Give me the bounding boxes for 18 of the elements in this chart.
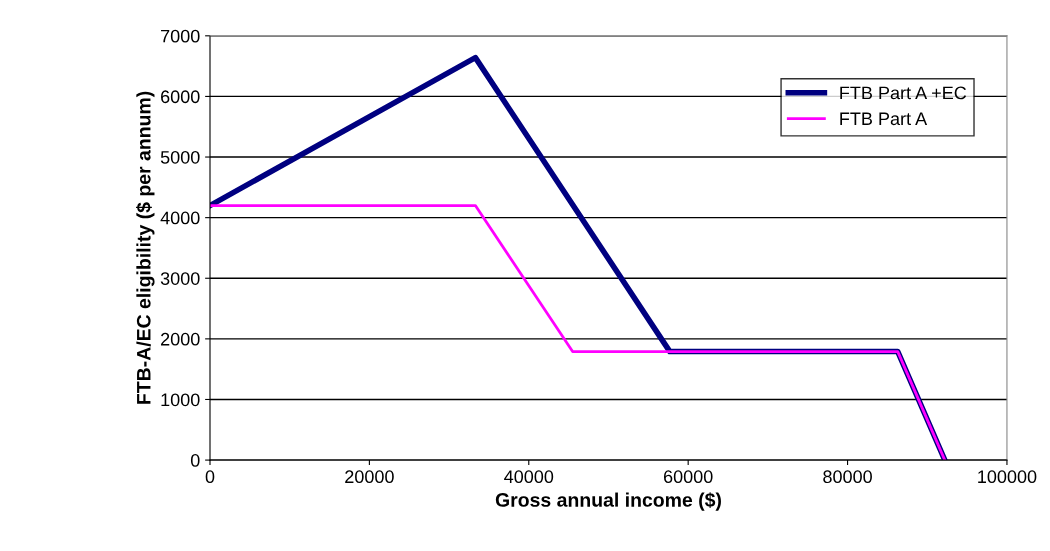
x-tick-label: 20000 — [345, 470, 394, 484]
x-tick-label: 40000 — [504, 470, 554, 484]
y-tick-label: 6000 — [161, 90, 200, 104]
x-tick-label: 60000 — [663, 470, 713, 484]
y-tick-label: 1000 — [161, 393, 200, 407]
y-tick-label: 4000 — [160, 211, 200, 225]
y-tick-label: 5000 — [160, 150, 200, 164]
y-tick-label: 7000 — [161, 29, 200, 43]
y-axis-title: FTB-A/EC eligibility ($ per annum) — [136, 91, 155, 404]
x-tick-label: 80000 — [823, 470, 872, 484]
x-axis-title: Gross annual income ($) — [495, 492, 721, 511]
x-tick-label: 0 — [205, 470, 215, 484]
y-tick-label: 3000 — [160, 272, 200, 285]
legend-label: FTB Part A — [840, 112, 928, 126]
y-tick-label: 2000 — [161, 332, 200, 346]
x-tick-label: 100000 — [978, 470, 1037, 484]
legend-label: FTB Part A +EC — [840, 86, 967, 100]
y-tick-label: 0 — [190, 454, 200, 467]
